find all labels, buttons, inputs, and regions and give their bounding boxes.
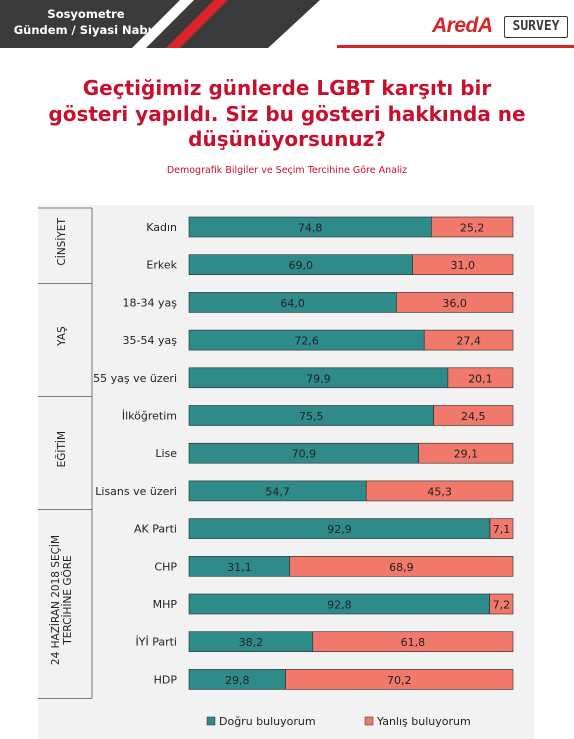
category-label: İlköğretim <box>122 410 177 423</box>
value-label-dogru: 31,1 <box>227 561 252 574</box>
bar-yanlis <box>312 631 514 653</box>
bar-yanlis <box>447 367 514 389</box>
category-label: AK Parti <box>134 523 177 536</box>
legend-swatch-yanlis <box>364 716 374 726</box>
category-label: Lisans ve üzeri <box>95 485 177 498</box>
category-label: 35-54 yaş <box>123 334 178 347</box>
bar-yanlis <box>418 442 514 464</box>
value-label-yanlis: 68,9 <box>389 561 414 574</box>
bar-yanlis <box>489 593 514 615</box>
value-label-dogru: 69,0 <box>289 259 314 272</box>
value-label-dogru: 72,6 <box>294 335 319 348</box>
category-label: MHP <box>153 598 178 611</box>
category-label: CHP <box>154 560 177 573</box>
chart-subtitle: Demografik Bilgiler ve Seçim Tercihine G… <box>166 165 408 176</box>
value-label-dogru: 38,2 <box>239 636 264 649</box>
header-banner <box>0 0 320 48</box>
value-label-yanlis: 29,1 <box>454 448 479 461</box>
value-label-dogru: 92,9 <box>327 523 352 536</box>
bar-yanlis <box>423 329 514 351</box>
category-label: 18-34 yaş <box>123 296 178 309</box>
value-label-dogru: 70,9 <box>292 448 317 461</box>
bar-yanlis <box>431 216 514 238</box>
value-label-dogru: 54,7 <box>265 485 290 498</box>
value-label-yanlis: 36,0 <box>442 297 467 310</box>
header-line-1: Sosyometre <box>47 7 125 21</box>
group-label: YAŞ <box>56 326 68 347</box>
group-label: 24 HAZİRAN 2018 SEÇİM <box>49 535 62 665</box>
value-label-dogru: 75,5 <box>299 410 324 423</box>
bar-yanlis <box>489 518 514 539</box>
category-label: HDP <box>154 673 178 686</box>
bar-yanlis <box>365 480 514 502</box>
logo-product: SURVEY <box>504 16 568 38</box>
value-label-dogru: 64,0 <box>280 297 305 310</box>
bar-yanlis <box>433 405 514 426</box>
category-label: İYİ Parti <box>136 636 177 649</box>
header-stripe <box>132 0 194 48</box>
group-label: EĞİTİM <box>55 431 68 467</box>
header-stripe <box>166 0 228 48</box>
logo-brand: AredA <box>432 14 493 37</box>
value-label-yanlis: 61,8 <box>401 636 426 649</box>
legend-label-dogru: Doğru buluyorum <box>219 715 316 728</box>
value-label-yanlis: 70,2 <box>387 674 412 687</box>
question-title: Geçtiğimiz günlerde LGBT karşıtı bir gös… <box>48 76 526 151</box>
value-label-yanlis: 24,5 <box>461 410 486 423</box>
value-label-dogru: 92,8 <box>327 599 352 612</box>
category-label: Erkek <box>146 259 177 272</box>
value-label-yanlis: 25,2 <box>460 222 485 235</box>
legend-swatch-dogru <box>206 716 216 726</box>
value-label-yanlis: 27,4 <box>456 335 481 348</box>
value-label-yanlis: 45,3 <box>427 485 452 498</box>
value-label-yanlis: 7,2 <box>493 599 511 612</box>
logo-underline <box>337 45 574 48</box>
value-label-yanlis: 31,0 <box>451 259 476 272</box>
value-label-yanlis: 7,1 <box>493 523 511 536</box>
bar-yanlis <box>289 555 514 577</box>
group-label: CİNSİYET <box>55 218 68 266</box>
value-label-dogru: 74,8 <box>298 222 323 235</box>
category-label: 55 yaş ve üzeri <box>93 372 177 385</box>
legend-label-yanlis: Yanlış buluyorum <box>376 715 471 728</box>
value-label-dogru: 29,8 <box>225 674 250 687</box>
bar-yanlis <box>396 292 514 313</box>
value-label-yanlis: 20,1 <box>468 372 493 385</box>
value-label-dogru: 79,9 <box>306 372 331 385</box>
category-label: Lise <box>155 447 177 460</box>
bar-yanlis <box>412 254 514 275</box>
bar-yanlis <box>285 669 514 690</box>
category-label: Kadın <box>146 221 177 234</box>
header-line-2: Gündem / Siyasi Nabız <box>13 23 159 37</box>
group-label: TERCİHİNE GÖRE <box>61 555 74 645</box>
